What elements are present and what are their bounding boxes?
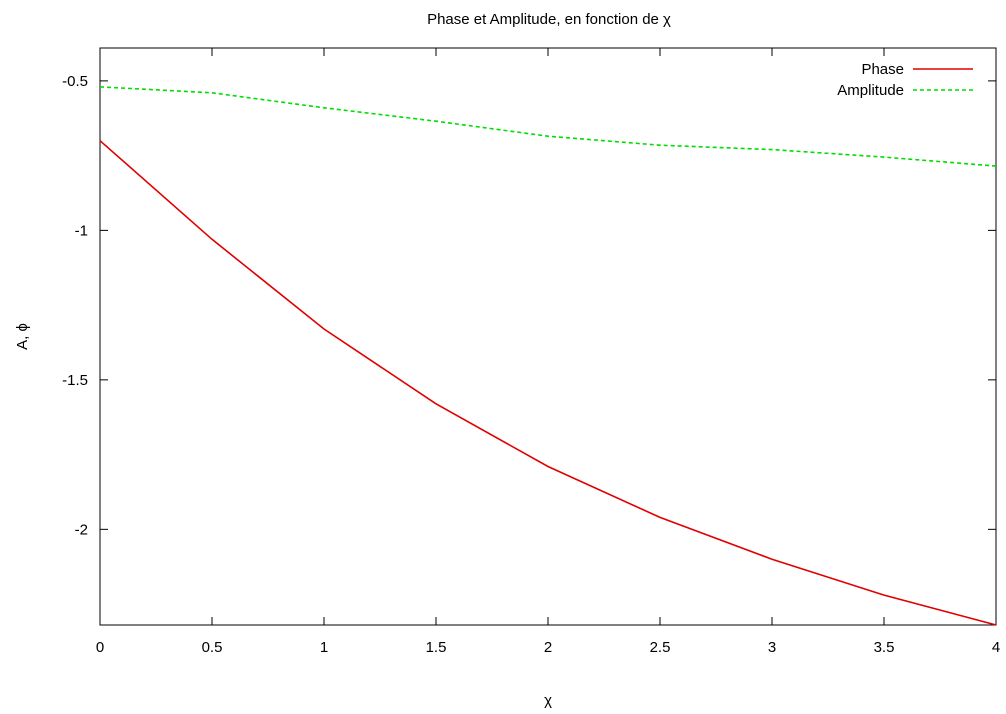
y-tick-label: -1.5: [62, 372, 88, 389]
x-tick-label: 1.5: [426, 639, 447, 656]
legend: Phase Amplitude: [837, 61, 973, 99]
chart-title: Phase et Amplitude, en fonction de χ: [427, 11, 671, 28]
x-tick-label: 3.5: [874, 639, 895, 656]
x-tick-label: 0: [96, 639, 104, 656]
x-axis-label: χ: [544, 692, 552, 709]
x-tick-label: 2: [544, 639, 552, 656]
series-line-amplitude: [99, 86, 997, 167]
series-line-phase: [99, 140, 997, 626]
legend-label: Amplitude: [837, 82, 904, 99]
x-tick-label: 2.5: [650, 639, 671, 656]
y-tick-label: -1: [75, 222, 88, 239]
plot-lines: [99, 86, 997, 626]
legend-label: Phase: [861, 61, 904, 78]
plot-frame: [99, 47, 997, 626]
y-axis-label: A, ϕ: [14, 323, 31, 350]
axis-ticks: 0 0.5 1 1.5 2 2.5 3 3.5 4 -0.5 -1 -1.5 -2: [62, 48, 1000, 656]
y-tick-label: -2: [75, 521, 88, 538]
y-tick-label: -0.5: [62, 73, 88, 90]
x-tick-label: 1: [320, 639, 328, 656]
x-tick-label: 0.5: [202, 639, 223, 656]
x-tick-label: 3: [768, 639, 776, 656]
x-tick-label: 4: [992, 639, 1000, 656]
